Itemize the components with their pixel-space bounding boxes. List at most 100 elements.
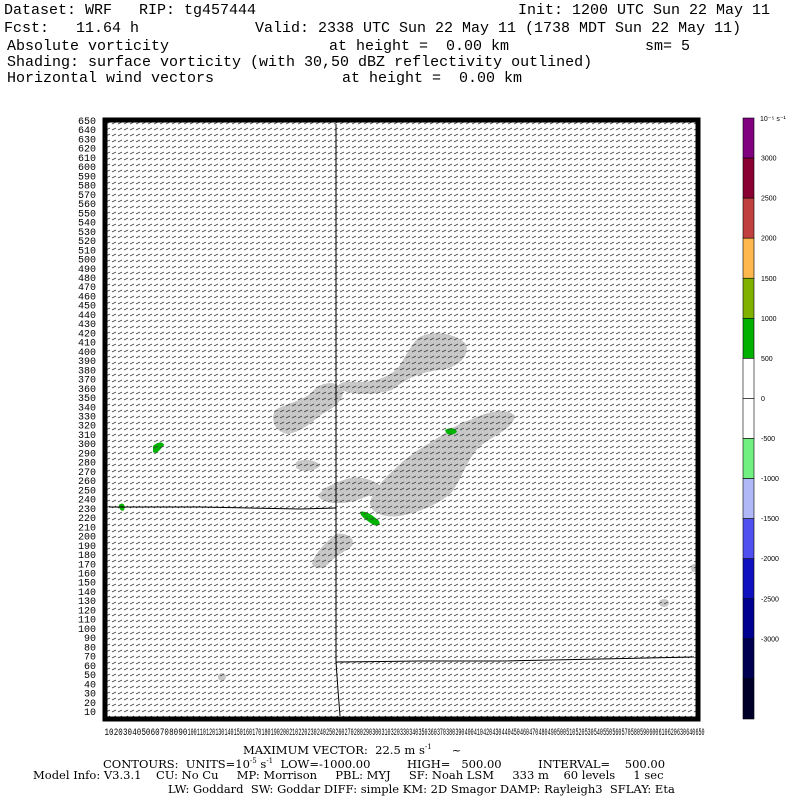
y-tick-label: 340 xyxy=(78,403,96,414)
y-tick-label: 20 xyxy=(84,699,96,710)
x-tick-label: 640 xyxy=(686,728,695,739)
colorbar-segment xyxy=(742,638,755,680)
y-tick-label: 480 xyxy=(78,274,96,285)
x-tick-label: 520 xyxy=(575,728,584,739)
x-tick-label: 280 xyxy=(354,728,363,739)
colorbar-segment xyxy=(742,157,755,199)
y-tick-label: 230 xyxy=(78,505,96,516)
colorbar-unit-label: 10⁻⁵ s⁻¹ xyxy=(760,116,787,123)
x-tick-label: 60 xyxy=(151,728,160,739)
y-tick-label: 220 xyxy=(78,514,96,525)
y-tick-label: 590 xyxy=(78,172,96,183)
x-tick-label: 420 xyxy=(483,728,492,739)
y-tick-label: 530 xyxy=(78,228,96,239)
x-tick-label: 240 xyxy=(317,728,326,739)
x-tick-label: 540 xyxy=(594,728,603,739)
colorbar-tick-label: -1000 xyxy=(761,476,779,483)
y-tick-label: 240 xyxy=(78,496,96,507)
y-tick-label: 360 xyxy=(78,385,96,396)
x-tick-label: 100 xyxy=(188,728,197,739)
x-tick-label: 570 xyxy=(622,728,631,739)
y-tick-label: 100 xyxy=(78,625,96,636)
shading-description: Shading: surface vorticity (with 30,50 d… xyxy=(7,54,593,71)
y-tick-label: 300 xyxy=(78,440,96,451)
y-tick-label: 600 xyxy=(78,163,96,174)
y-tick-label: 620 xyxy=(78,145,96,156)
x-tick-label: 150 xyxy=(234,728,243,739)
x-tick-label: 560 xyxy=(612,728,621,739)
y-tick-label: 180 xyxy=(78,551,96,562)
y-tick-label: 250 xyxy=(78,486,96,497)
y-tick-label: 40 xyxy=(84,680,96,691)
colorbar-segment xyxy=(742,197,755,239)
x-tick-label: 20 xyxy=(114,728,123,739)
y-tick-label: 200 xyxy=(78,533,96,544)
y-tick-label: 60 xyxy=(84,662,96,673)
x-tick-label: 290 xyxy=(363,728,372,739)
field-height-label: at height = 0.00 km xyxy=(329,38,510,55)
y-tick-label: 260 xyxy=(78,477,96,488)
x-tick-label: 620 xyxy=(668,728,677,739)
colorbar-tick-label: 1000 xyxy=(761,316,777,323)
y-tick-label: 110 xyxy=(78,616,96,627)
wind-vector-field xyxy=(105,120,698,719)
max-vector-label: MAXIMUM VECTOR: 22.5 m s-1 ~ xyxy=(243,742,462,757)
y-axis-tick-labels: 6506406306206106005905805705605505405305… xyxy=(78,117,96,719)
x-tick-label: 170 xyxy=(252,728,261,739)
y-tick-label: 130 xyxy=(78,597,96,608)
x-tick-label: 500 xyxy=(557,728,566,739)
x-tick-label: 480 xyxy=(539,728,548,739)
y-tick-label: 160 xyxy=(78,569,96,580)
contours-info: CONTOURS: UNITS=10-5 s-1 LOW=-1000.00 HI… xyxy=(103,756,666,771)
x-tick-label: 80 xyxy=(169,728,178,739)
x-tick-label: 260 xyxy=(335,728,344,739)
y-tick-label: 150 xyxy=(78,579,96,590)
colorbar-tick-label: 1500 xyxy=(761,276,777,283)
colorbar-segment xyxy=(742,237,755,279)
x-tick-label: 400 xyxy=(465,728,474,739)
y-tick-label: 550 xyxy=(78,209,96,220)
vector-field-label: Horizontal wind vectors xyxy=(7,70,215,87)
x-tick-label: 160 xyxy=(243,728,252,739)
colorbar-tick-label: -2500 xyxy=(761,596,779,603)
y-tick-label: 540 xyxy=(78,219,96,230)
y-tick-label: 630 xyxy=(78,135,96,146)
colorbar-tick-label: 2500 xyxy=(761,196,777,203)
dataset-label: Dataset: WRF RIP: tg457444 xyxy=(4,2,257,19)
y-tick-label: 420 xyxy=(78,329,96,340)
y-tick-label: 650 xyxy=(78,117,96,128)
colorbar-tick-label: -2000 xyxy=(761,556,779,563)
y-tick-label: 10 xyxy=(84,708,96,719)
y-tick-label: 570 xyxy=(78,191,96,202)
y-tick-label: 280 xyxy=(78,459,96,470)
init-time-label: Init: 1200 UTC Sun 22 May 11 xyxy=(518,2,771,19)
model-info-line: Model Info: V3.3.1 CU: No Cu MP: Morriso… xyxy=(33,768,664,782)
x-tick-label: 550 xyxy=(603,728,612,739)
x-tick-label: 200 xyxy=(280,728,289,739)
x-tick-label: 370 xyxy=(437,728,446,739)
x-tick-label: 360 xyxy=(428,728,437,739)
y-tick-label: 380 xyxy=(78,366,96,377)
x-tick-label: 530 xyxy=(585,728,594,739)
x-tick-label: 250 xyxy=(326,728,335,739)
x-tick-label: 410 xyxy=(474,728,483,739)
x-tick-label: 580 xyxy=(631,728,640,739)
x-tick-label: 230 xyxy=(308,728,317,739)
y-tick-label: 140 xyxy=(78,588,96,599)
x-tick-label: 300 xyxy=(372,728,381,739)
y-tick-label: 210 xyxy=(78,523,96,534)
x-tick-label: 590 xyxy=(640,728,649,739)
y-tick-label: 190 xyxy=(78,542,96,553)
y-tick-label: 580 xyxy=(78,182,96,193)
field-name-label: Absolute vorticity xyxy=(7,38,170,55)
smoothing-label: sm= 5 xyxy=(645,38,691,55)
y-tick-label: 390 xyxy=(78,357,96,368)
x-tick-label: 450 xyxy=(511,728,520,739)
y-tick-label: 290 xyxy=(78,449,96,460)
plot-frame xyxy=(102,117,701,722)
colorbar-tick-label: 0 xyxy=(761,396,765,403)
y-tick-label: 120 xyxy=(78,606,96,617)
y-tick-label: 320 xyxy=(78,422,96,433)
x-tick-label: 110 xyxy=(197,728,206,739)
colorbar-tick-label: 3000 xyxy=(761,156,777,163)
